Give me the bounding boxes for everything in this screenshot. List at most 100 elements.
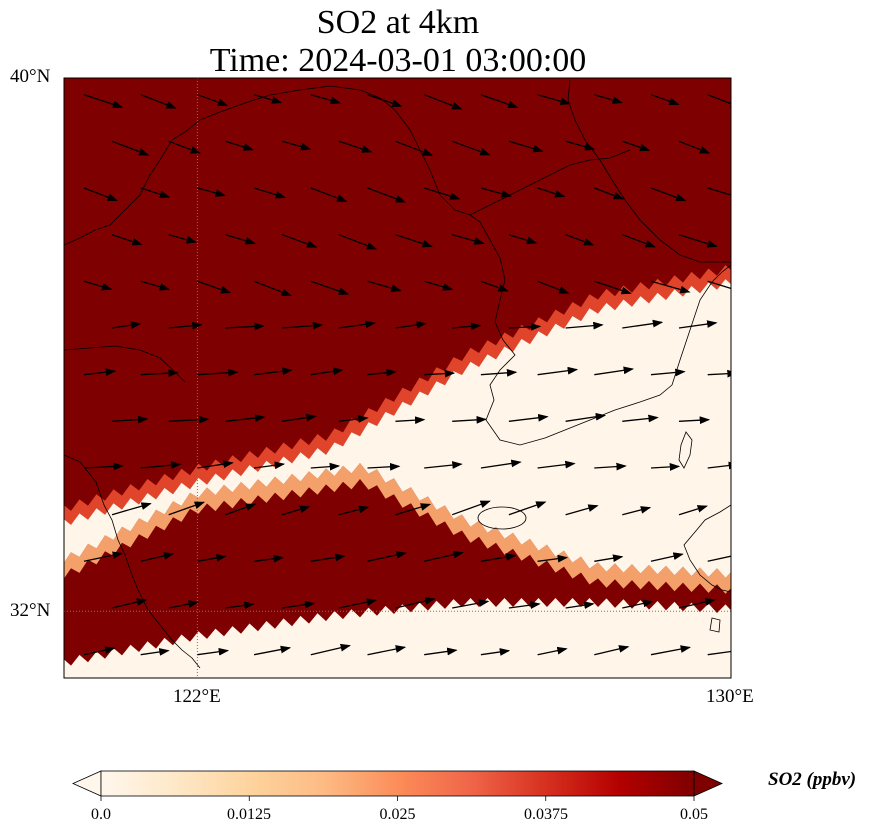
wind-arrow bbox=[480, 648, 511, 656]
wind-arrow bbox=[452, 415, 487, 424]
colorbar-tick-label: 0.05 bbox=[680, 806, 708, 823]
wind-arrow bbox=[254, 461, 286, 470]
wind-arrow bbox=[168, 415, 210, 424]
colorbar bbox=[72, 770, 723, 801]
wind-arrow bbox=[83, 280, 113, 291]
wind-arrow bbox=[338, 234, 378, 250]
colorbar-gradient bbox=[101, 771, 694, 796]
wind-arrow bbox=[678, 416, 711, 425]
wind-arrow bbox=[281, 505, 311, 516]
lat-label-40n: 40°N bbox=[10, 66, 51, 87]
wind-arrow bbox=[395, 597, 436, 609]
wind-arrow bbox=[451, 140, 491, 156]
so2-clean-band bbox=[64, 279, 731, 578]
wind-arrow bbox=[367, 94, 403, 108]
wind-arrow bbox=[111, 234, 143, 246]
wind-arrow bbox=[565, 504, 599, 516]
wind-arrow bbox=[707, 461, 731, 470]
wind-arrow bbox=[338, 320, 376, 329]
wind-arrow bbox=[310, 187, 348, 202]
wind-arrow bbox=[395, 140, 434, 156]
wind-arrow bbox=[707, 94, 731, 108]
wind-arrow bbox=[622, 599, 654, 609]
coastline-japan-kyushu bbox=[683, 504, 731, 593]
wind-arrow bbox=[508, 501, 547, 516]
wind-arrow bbox=[83, 462, 124, 471]
tsushima-island bbox=[678, 431, 693, 469]
wind-arrow bbox=[537, 460, 576, 469]
wind-arrow bbox=[111, 502, 152, 516]
wind-arrow bbox=[508, 140, 544, 153]
wind-arrow bbox=[480, 187, 512, 198]
wind-arrow bbox=[622, 414, 659, 423]
wind-arrow bbox=[452, 322, 482, 331]
wind-arrow bbox=[367, 551, 407, 562]
colorbar-tick-label: 0.0375 bbox=[524, 806, 568, 823]
wind-arrow bbox=[253, 645, 292, 656]
wind-arrow bbox=[423, 94, 463, 110]
wind-arrow bbox=[537, 94, 571, 106]
wind-arrow bbox=[594, 645, 630, 656]
wind-arrow bbox=[338, 140, 373, 153]
wind-arrow bbox=[424, 187, 461, 200]
wind-arrow bbox=[594, 462, 627, 471]
wind-arrow bbox=[480, 280, 509, 292]
wind-arrow bbox=[197, 94, 229, 106]
wind-arrow bbox=[197, 187, 226, 197]
wind-arrow bbox=[537, 646, 568, 656]
wind-arrow bbox=[424, 461, 463, 469]
wind-arrow bbox=[111, 321, 142, 330]
colorbar-extend-max bbox=[693, 770, 723, 797]
wind-arrow bbox=[480, 94, 519, 109]
wind-arrow bbox=[565, 140, 596, 151]
wind-arrow bbox=[253, 280, 292, 297]
wind-arrow bbox=[537, 554, 569, 563]
wind-arrow bbox=[140, 648, 170, 656]
wind-arrow bbox=[480, 368, 518, 377]
wind-arrow bbox=[140, 552, 175, 562]
graticule bbox=[64, 78, 731, 678]
wind-arrow bbox=[451, 500, 491, 516]
wind-arrow bbox=[707, 650, 731, 656]
wind-arrow bbox=[111, 415, 149, 424]
wind-arrow bbox=[565, 412, 607, 422]
wind-arrow bbox=[508, 601, 541, 609]
wind-arrow bbox=[338, 505, 370, 516]
wind-arrow bbox=[197, 554, 227, 562]
plot-title: SO2 at 4km bbox=[316, 4, 480, 41]
wind-arrow bbox=[594, 554, 624, 563]
wind-arrow bbox=[678, 140, 711, 154]
wind-arrow bbox=[83, 187, 118, 202]
wind-arrow bbox=[281, 140, 312, 151]
wind-arrow bbox=[508, 413, 549, 422]
wind-arrow bbox=[508, 322, 542, 331]
wind-arrow bbox=[225, 322, 265, 331]
wind-arrow bbox=[338, 415, 369, 423]
so2-clean-area-south bbox=[64, 598, 731, 678]
wind-arrow bbox=[508, 234, 538, 245]
japan-island-small bbox=[709, 617, 721, 633]
wind-arrow bbox=[111, 140, 150, 156]
colorbar-tick-label: 0.0125 bbox=[227, 806, 271, 823]
jeju-island bbox=[477, 506, 527, 530]
wind-arrow bbox=[281, 234, 318, 248]
colorbar-tick-label: 0.0 bbox=[91, 806, 111, 823]
map-frame bbox=[63, 77, 732, 679]
wind-arrow bbox=[253, 187, 287, 199]
wind-vectors bbox=[83, 94, 731, 656]
wind-arrow bbox=[622, 234, 656, 248]
wind-arrow bbox=[650, 280, 691, 294]
wind-arrow bbox=[678, 598, 716, 609]
wind-arrow bbox=[140, 369, 179, 378]
colorbar-extend-min bbox=[72, 770, 102, 797]
wind-arrow bbox=[253, 94, 283, 104]
colorbar-tick-label: 0.025 bbox=[379, 806, 416, 823]
wind-arrow bbox=[310, 94, 341, 105]
wind-arrow bbox=[650, 94, 680, 106]
wind-arrow bbox=[707, 187, 731, 196]
wind-arrow bbox=[140, 94, 177, 109]
wind-arrow bbox=[565, 234, 595, 246]
lat-label-32n: 32°N bbox=[10, 600, 51, 621]
wind-arrow bbox=[197, 368, 239, 377]
wind-arrow bbox=[168, 501, 206, 516]
